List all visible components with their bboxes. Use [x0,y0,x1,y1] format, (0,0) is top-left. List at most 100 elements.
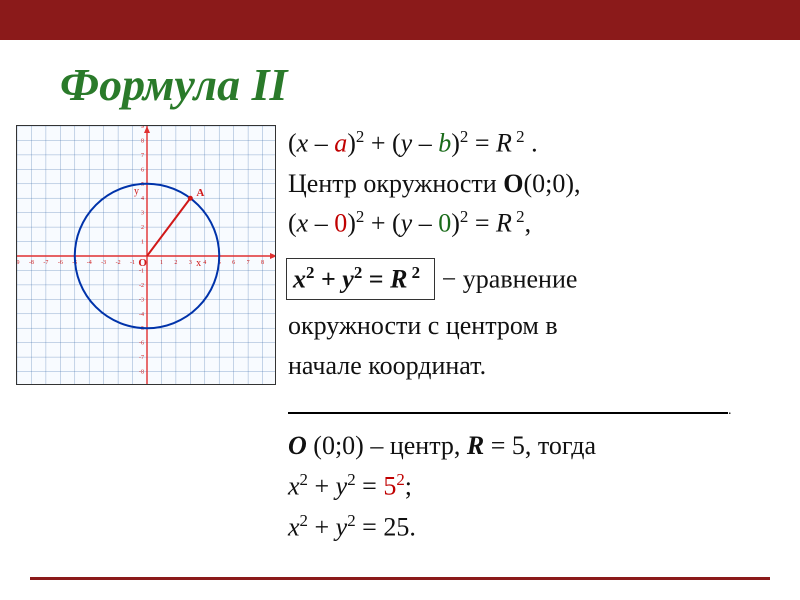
t: – [308,209,334,238]
var-x: x [297,129,309,158]
svg-text:4: 4 [203,260,206,266]
chart-container: -9-8-7-6-5-4-3-2-1123456789-9-8-7-6-5-4-… [16,125,276,549]
t: R [390,265,407,294]
t: x [288,472,300,501]
svg-text:-7: -7 [139,355,144,361]
example-center: О (0;0) – центр, R = 5, тогда [288,428,780,464]
var-R: R [496,209,512,238]
var-a: a [334,129,347,158]
t: ) [347,209,356,238]
text-column: (x – a)2 + (y – b)2 = R 2 . Центр окружн… [288,125,780,549]
svg-text:4: 4 [141,196,144,202]
t: ) [451,209,460,238]
svg-text:-2: -2 [139,283,144,289]
t: – [412,209,438,238]
svg-text:О: О [138,257,147,269]
var-y: y [401,209,413,238]
svg-text:-6: -6 [139,341,144,347]
underline-row: . [288,388,780,424]
svg-text:6: 6 [232,260,235,266]
boxed-formula: x2 + y2 = R 2 [286,258,435,301]
zero-b: 0 [438,209,451,238]
svg-text:-4: -4 [139,312,144,318]
svg-text:-8: -8 [139,370,144,376]
t: 2 [354,263,362,282]
page-title: Формула II [60,58,800,111]
svg-text:1: 1 [141,240,144,246]
t: – [412,129,438,158]
svg-text:-2: -2 [116,260,121,266]
svg-text:A: A [196,187,204,199]
svg-text:-9: -9 [16,260,20,266]
svg-text:-6: -6 [58,260,63,266]
t: + ( [364,209,400,238]
svg-text:7: 7 [141,153,144,159]
origin-text-b: окружности с центром в [288,308,780,344]
top-bar [0,0,800,40]
t: − уравнение [442,265,578,294]
t: + [308,472,336,501]
t: , [574,169,581,198]
R-ital: R [467,431,484,460]
t: x [293,265,306,294]
t: 2 [407,263,420,282]
svg-text:-8: -8 [29,260,34,266]
t: ( [288,209,297,238]
zero-a: 0 [334,209,347,238]
var-y: y [401,129,413,158]
svg-text:x: x [196,258,201,269]
t: 2 [300,511,308,530]
svg-text:9: 9 [276,260,277,266]
O-ital: О [288,431,313,460]
O-coords: (0;0) [523,169,574,198]
formula-zero: (x – 0)2 + (y – 0)2 = R 2, [288,205,780,242]
t: – [308,129,334,158]
origin-text-c: начале координат. [288,348,780,384]
svg-text:-3: -3 [101,260,106,266]
svg-text:-3: -3 [139,297,144,303]
formula-general: (x – a)2 + (y – b)2 = R 2 . [288,125,780,162]
var-b: b [438,129,451,158]
t: 2 [347,511,355,530]
t: 2 [300,470,308,489]
exp: 2 [512,207,525,226]
var-R: R [496,129,512,158]
t: ( [288,129,297,158]
t: = [356,472,384,501]
t: = [468,129,496,158]
t: ) [451,129,460,158]
five: 5 [383,472,396,501]
t: y [342,265,354,294]
svg-text:9: 9 [141,125,144,130]
t: = [468,209,496,238]
t: = [362,265,390,294]
example-eq2: x2 + y2 = 25. [288,509,780,546]
t: + [308,512,336,541]
t: + [314,265,342,294]
t: y [336,472,348,501]
content-row: -9-8-7-6-5-4-3-2-1123456789-9-8-7-6-5-4-… [0,125,800,549]
bottom-separator [30,577,770,580]
t: ; [405,472,412,501]
svg-text:7: 7 [247,260,250,266]
t: + ( [364,129,400,158]
svg-text:-7: -7 [43,260,48,266]
svg-text:y: y [134,186,139,197]
O-label: O [503,169,523,198]
coordinate-grid-chart: -9-8-7-6-5-4-3-2-1123456789-9-8-7-6-5-4-… [16,125,276,385]
svg-text:2: 2 [141,225,144,231]
t: 2 [347,470,355,489]
t: , [525,209,532,238]
svg-text:-1: -1 [130,260,135,266]
underline [288,410,728,414]
example-eq1: x2 + y2 = 52; [288,468,780,505]
svg-text:-1: -1 [139,268,144,274]
center-text: Центр окружности O(0;0), [288,166,780,202]
boxed-row: x2 + y2 = R 2 − уравнение [288,252,780,305]
t: Центр окружности [288,169,503,198]
svg-text:3: 3 [189,260,192,266]
t: = 5, тогда [484,431,596,460]
t: . [525,129,538,158]
svg-text:-4: -4 [87,260,92,266]
svg-text:6: 6 [141,167,144,173]
